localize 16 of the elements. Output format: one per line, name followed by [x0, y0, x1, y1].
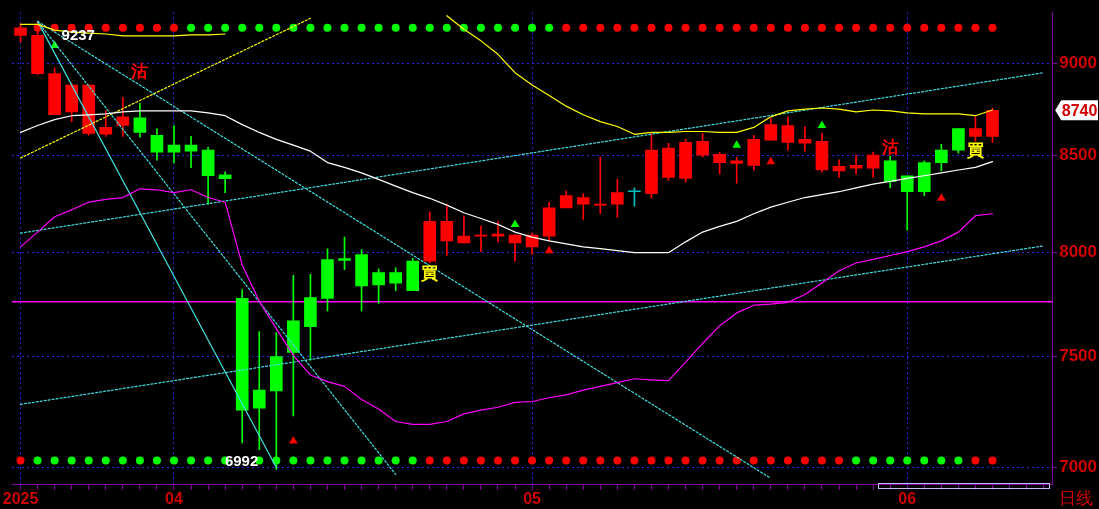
y-tick-label: 7000 — [1059, 457, 1098, 477]
annotation: 6992 — [224, 452, 259, 470]
text: 日线 — [1059, 487, 1093, 508]
x-tick-label: 2025 — [2, 489, 39, 507]
x-tick-label: 05 — [523, 489, 542, 507]
x-tick-label: 06 — [898, 489, 917, 507]
text: 8740 — [1061, 101, 1098, 119]
x-tick-label: 04 — [165, 489, 183, 507]
data-label: 沽 — [130, 61, 149, 82]
y-tick-label: 9000 — [1059, 52, 1098, 72]
data-label: 買 — [420, 262, 439, 283]
data-label: 沽 — [880, 136, 899, 157]
y-tick-label: 7500 — [1059, 346, 1098, 366]
data-label: 買 — [965, 139, 984, 160]
y-tick-label: 8000 — [1059, 242, 1098, 262]
y-tick-label: 8500 — [1059, 144, 1098, 164]
